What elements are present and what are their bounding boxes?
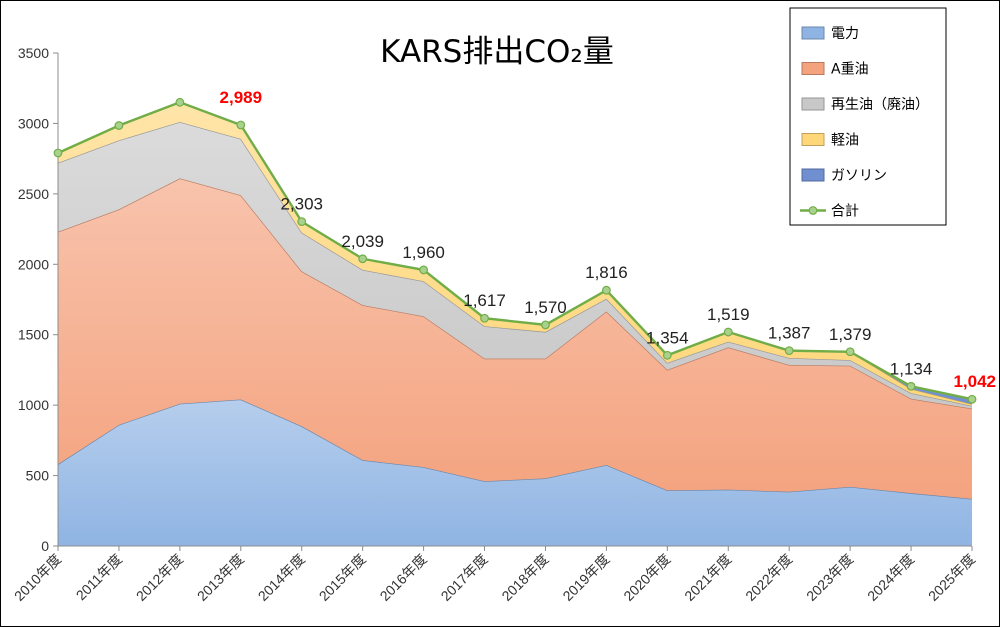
y-tick-label: 500 [26, 468, 50, 484]
y-tick-label: 2500 [18, 186, 49, 202]
legend-label: 電力 [831, 26, 859, 42]
legend-label: ガソリン [831, 168, 887, 184]
data-label: 1,354 [646, 328, 689, 347]
x-tick-label: 2018年度 [498, 551, 551, 604]
x-tick-label: 2023年度 [803, 551, 856, 604]
data-label: 1,570 [524, 298, 567, 317]
total-point [297, 217, 307, 227]
x-tick-label: 2024年度 [864, 551, 917, 604]
x-tick-label: 2019年度 [559, 551, 612, 604]
legend-swatch [801, 62, 825, 75]
y-tick-label: 0 [41, 538, 49, 554]
data-label: 1,519 [707, 305, 750, 324]
total-line [57, 101, 973, 401]
y-tick-label: 1500 [18, 327, 49, 343]
data-label: 1,134 [890, 359, 933, 378]
legend-swatch [801, 133, 825, 146]
x-tick-label: 2017年度 [438, 551, 491, 604]
chart-title: KARS排出CO₂量 [380, 34, 614, 70]
x-tick-label: 2012年度 [133, 551, 186, 604]
total-point [53, 148, 63, 158]
data-label: 1,617 [463, 291, 506, 310]
area-series-2 [58, 178, 972, 499]
x-tick-label: 2010年度 [11, 551, 64, 604]
x-tick-label: 2016年度 [377, 551, 430, 604]
legend-marker [808, 206, 818, 215]
total-point [419, 265, 429, 275]
legend-label: 再生油（廃油） [831, 96, 929, 113]
y-tick-label: 3000 [18, 115, 49, 131]
y-tick-label: 2000 [18, 256, 49, 272]
total-point [175, 97, 185, 107]
total-point [114, 121, 124, 130]
total-point [845, 347, 855, 357]
total-point [480, 313, 489, 323]
legend-swatch [801, 168, 825, 182]
total-point [662, 350, 672, 360]
area-series-3 [58, 122, 972, 409]
total-point [723, 327, 733, 337]
total-point [906, 381, 916, 391]
total-point [541, 320, 550, 330]
x-tick-label: 2020年度 [620, 551, 673, 604]
data-label: 1,387 [768, 324, 811, 343]
x-tick-label: 2021年度 [681, 551, 734, 604]
y-tick-label: 1000 [18, 397, 49, 413]
x-tick-label: 2013年度 [194, 551, 247, 604]
legend-label: A重油 [831, 62, 869, 78]
data-label: 2,989 [220, 88, 263, 107]
data-label: 1,816 [585, 263, 628, 282]
total-point [236, 120, 246, 130]
x-tick-label: 2015年度 [316, 551, 369, 604]
total-point [784, 346, 794, 356]
data-label: 2,039 [341, 232, 384, 251]
data-label: 1,042 [953, 372, 996, 391]
area-series-4 [58, 102, 972, 406]
total-line-layer [53, 97, 977, 404]
data-label: 1,379 [829, 325, 872, 344]
legend-label: 軽油 [831, 133, 859, 149]
x-tick-label: 2025年度 [925, 551, 978, 604]
y-tick-label: 3500 [18, 45, 49, 61]
total-point [602, 285, 611, 295]
x-tick-label: 2014年度 [255, 551, 308, 604]
legend-swatch [801, 26, 825, 40]
total-point [967, 394, 977, 404]
x-tick-label: 2011年度 [73, 551, 125, 603]
data-labels: 2,989 2,303 2,039 1,960 1,617 1,570 1,816 1,354… [220, 88, 996, 391]
total-point [358, 254, 368, 264]
data-label: 2,303 [280, 195, 323, 214]
x-tick-label: 2022年度 [742, 551, 795, 604]
legend-swatch [801, 97, 825, 111]
legend-label: 合計 [831, 204, 859, 220]
data-label: 1,960 [402, 243, 445, 262]
area-series-1 [58, 399, 972, 546]
legend-box [789, 7, 947, 226]
